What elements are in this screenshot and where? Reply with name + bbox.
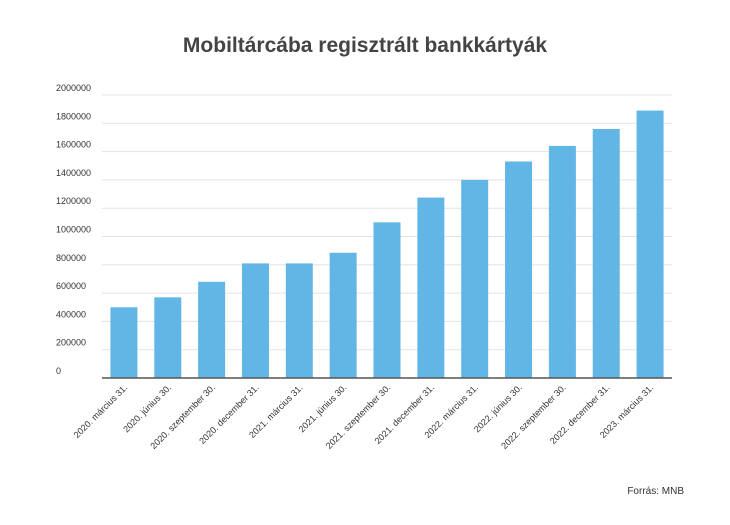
source-note: Forrás: MNB bbox=[627, 486, 684, 497]
y-tick-label: 2000000 bbox=[56, 83, 91, 93]
y-tick-label: 800000 bbox=[56, 253, 86, 263]
bar bbox=[285, 263, 313, 378]
bar bbox=[373, 222, 401, 378]
bar bbox=[461, 179, 489, 378]
x-tick-label: 2020. március 31. bbox=[72, 382, 130, 440]
bar bbox=[110, 307, 138, 378]
bar bbox=[241, 263, 269, 378]
y-tick-label: 0 bbox=[56, 366, 61, 376]
bars bbox=[110, 110, 664, 378]
y-tick-label: 1400000 bbox=[56, 168, 91, 178]
x-axis-labels: 2020. március 31.2020. június 30.2020. s… bbox=[72, 382, 656, 451]
bar bbox=[198, 281, 226, 378]
y-tick-label: 1800000 bbox=[56, 111, 91, 121]
bar bbox=[329, 252, 357, 378]
bar bbox=[417, 197, 445, 378]
y-tick-label: 200000 bbox=[56, 338, 86, 348]
y-tick-label: 1600000 bbox=[56, 140, 91, 150]
bar bbox=[548, 145, 576, 378]
chart-title: Mobiltárcába regisztrált bankkártyák bbox=[182, 34, 548, 57]
bar bbox=[592, 128, 620, 378]
bar bbox=[636, 110, 664, 378]
bar bbox=[154, 297, 182, 378]
y-axis-ticks: 0 200000 400000 600000 800000 1000000 1200000 1… bbox=[56, 83, 91, 376]
bar bbox=[505, 161, 533, 378]
y-tick-label: 400000 bbox=[56, 309, 86, 319]
y-tick-label: 1200000 bbox=[56, 196, 91, 206]
y-tick-label: 1000000 bbox=[56, 225, 91, 235]
y-tick-label: 600000 bbox=[56, 281, 86, 291]
